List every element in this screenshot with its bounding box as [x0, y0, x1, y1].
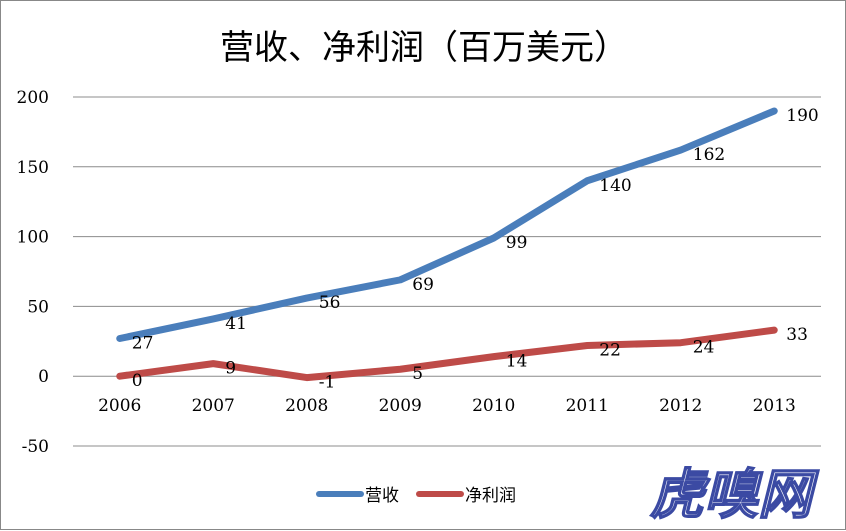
x-tick-label: 2008	[285, 396, 328, 416]
x-tick-label: 2006	[98, 396, 141, 416]
y-tick-label: 0	[38, 367, 49, 387]
y-axis-ticks: 200 150 100 50 0 -50	[17, 88, 49, 457]
data-label: 69	[412, 275, 434, 295]
data-label: 140	[599, 176, 631, 196]
data-label: 0	[132, 371, 143, 391]
data-label: -1	[319, 373, 336, 393]
x-axis-ticks: 2006 2007 2008 2009 2010 2011 2012 2013	[98, 396, 796, 416]
x-tick-label: 2011	[566, 396, 609, 416]
data-label: 27	[132, 334, 154, 354]
data-label: 24	[693, 338, 715, 358]
watermark-logo: 虎嗅网	[650, 463, 820, 526]
y-tick-label: 100	[17, 228, 49, 248]
y-tick-label: 150	[17, 158, 49, 178]
data-label: 190	[786, 106, 818, 126]
x-tick-label: 2012	[659, 396, 702, 416]
data-label: 99	[506, 233, 528, 253]
legend-label: 净利润	[465, 486, 516, 506]
data-label: 41	[225, 314, 247, 334]
series-line-revenue	[120, 111, 775, 339]
data-label: 22	[599, 340, 621, 360]
y-tick-label: 200	[17, 88, 49, 108]
data-label: 56	[319, 293, 341, 313]
x-tick-label: 2013	[753, 396, 796, 416]
legend-label: 营收	[365, 486, 399, 506]
chart-title: 营收、净利润（百万美元）	[220, 28, 628, 68]
x-tick-label: 2010	[472, 396, 515, 416]
x-tick-label: 2007	[192, 396, 235, 416]
series-lines	[120, 111, 775, 378]
y-tick-label: 50	[27, 297, 49, 317]
data-label: 9	[225, 359, 236, 379]
data-label: 5	[412, 364, 423, 384]
data-label: 33	[786, 325, 808, 345]
x-tick-label: 2009	[379, 396, 422, 416]
y-tick-label: -50	[22, 437, 49, 457]
data-label: 162	[693, 145, 725, 165]
legend: 营收 净利润	[319, 486, 516, 506]
series-line-net-profit	[120, 330, 775, 377]
data-label: 14	[506, 352, 528, 372]
